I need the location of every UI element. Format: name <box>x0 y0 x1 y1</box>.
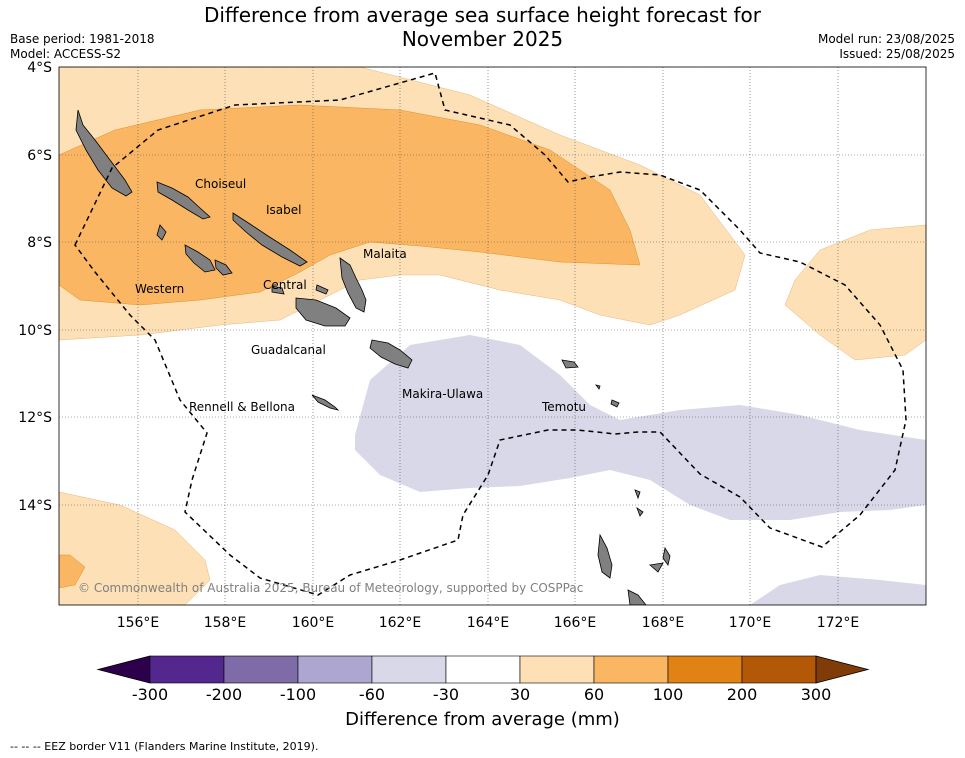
base-period: Base period: 1981-2018 <box>10 32 155 46</box>
province-label: Isabel <box>266 203 301 217</box>
graticule <box>59 67 926 605</box>
province-label: Guadalcanal <box>251 343 326 357</box>
lon-tick-label: 158°E <box>204 615 247 631</box>
colorbar-segment <box>741 655 817 684</box>
lon-tick-label: 160°E <box>292 615 335 631</box>
colorbar-tick-label: 60 <box>584 685 604 704</box>
province-labels: Choiseul Isabel Malaita Western Central … <box>135 177 586 414</box>
province-label: Choiseul <box>195 177 246 191</box>
lon-tick-label: 162°E <box>379 615 422 631</box>
colorbar-segment <box>519 655 595 684</box>
colorbar-tick-label: 30 <box>510 685 530 704</box>
anomaly-region-neg30-neg60 <box>355 335 926 520</box>
colorbar-segment <box>149 655 225 684</box>
colorbar-segment <box>371 655 447 684</box>
province-label: Rennell & Bellona <box>189 400 295 414</box>
anomaly-region-30-60-southwest <box>59 491 211 605</box>
eez-legend-note: -- -- -- EEZ border V11 (Flanders Marine… <box>10 740 319 753</box>
colorbar-segment <box>667 655 743 684</box>
colorbar: -300 -200 -100 -60 -30 30 60 100 200 300 <box>96 655 870 704</box>
anomaly-region-30-60-east <box>784 224 926 361</box>
eez-border <box>74 72 907 596</box>
map-title: Difference from average sea surface heig… <box>0 3 965 51</box>
map-frame <box>58 66 927 606</box>
lat-axis: 4°S 6°S 8°S 10°S 12°S 14°S <box>18 60 52 514</box>
province-label: Malaita <box>363 247 407 261</box>
colorbar-tick-label: -30 <box>433 685 459 704</box>
colorbar-over-triangle <box>815 655 870 684</box>
colorbar-tick-label: -100 <box>280 685 316 704</box>
lat-tick-label: 8°S <box>27 235 52 251</box>
lat-tick-label: 14°S <box>18 498 52 514</box>
province-label: Central <box>263 278 307 292</box>
meta-right: Model run: 23/08/2025 Issued: 25/08/2025 <box>818 32 955 62</box>
lat-tick-label: 4°S <box>27 60 52 76</box>
colorbar-title: Difference from average (mm) <box>345 709 620 730</box>
colorbar-tick-label: 100 <box>653 685 684 704</box>
lon-tick-label: 170°E <box>729 615 772 631</box>
province-label: Western <box>135 282 184 296</box>
lon-tick-label: 164°E <box>467 615 510 631</box>
model-run: Model run: 23/08/2025 <box>817 32 955 46</box>
title-line-2: November 2025 <box>401 27 564 51</box>
title-line-1: Difference from average sea surface heig… <box>203 3 762 27</box>
colorbar-tick-label: -300 <box>132 685 168 704</box>
lat-tick-label: 10°S <box>18 323 52 339</box>
land-islands <box>75 109 671 605</box>
anomaly-region-60-100-southwest <box>59 554 86 589</box>
lon-tick-label: 172°E <box>817 615 860 631</box>
lon-tick-label: 156°E <box>117 615 160 631</box>
lon-tick-label: 166°E <box>554 615 597 631</box>
model-name: Model: ACCESS-S2 <box>10 47 122 61</box>
lat-tick-label: 6°S <box>27 148 52 164</box>
lon-tick-label: 168°E <box>642 615 685 631</box>
colorbar-tick-label: -200 <box>206 685 242 704</box>
colorbar-segment <box>593 655 669 684</box>
province-label: Makira-Ulawa <box>402 387 483 401</box>
colorbar-under-triangle <box>96 655 151 684</box>
lon-axis: 156°E 158°E 160°E 162°E 164°E 166°E 168°… <box>117 615 860 631</box>
issued-date: Issued: 25/08/2025 <box>839 47 955 61</box>
lat-tick-label: 12°S <box>18 410 52 426</box>
map-area: © Commonwealth of Australia 2025, Bureau… <box>59 67 926 605</box>
colorbar-segment <box>445 655 521 684</box>
meta-left: Base period: 1981-2018 Model: ACCESS-S2 <box>10 32 155 62</box>
colorbar-tick-label: 200 <box>727 685 758 704</box>
copyright-text: © Commonwealth of Australia 2025, Bureau… <box>78 581 583 595</box>
colorbar-tick-label: -60 <box>359 685 385 704</box>
colorbar-segment <box>223 655 299 684</box>
colorbar-tick-label: 300 <box>801 685 832 704</box>
province-label: Temotu <box>541 400 586 414</box>
colorbar-segment <box>297 655 373 684</box>
